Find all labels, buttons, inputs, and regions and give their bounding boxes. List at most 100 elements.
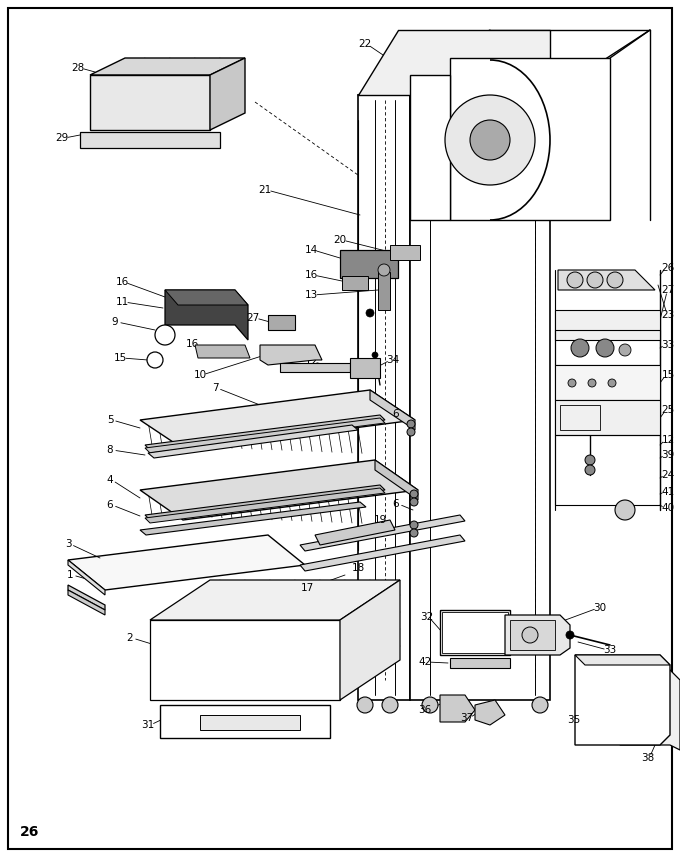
Polygon shape — [315, 520, 395, 545]
Circle shape — [410, 521, 418, 529]
Text: 33: 33 — [662, 340, 675, 350]
Text: 16: 16 — [116, 277, 129, 287]
Polygon shape — [268, 315, 295, 330]
Polygon shape — [450, 658, 510, 668]
Polygon shape — [358, 30, 550, 95]
Text: 18: 18 — [352, 563, 364, 573]
Text: 10: 10 — [193, 370, 207, 380]
Text: 27: 27 — [246, 313, 260, 323]
Circle shape — [378, 264, 390, 276]
Circle shape — [571, 339, 589, 357]
Polygon shape — [475, 700, 505, 725]
Text: 27: 27 — [662, 285, 675, 295]
Polygon shape — [558, 270, 655, 290]
Text: 4: 4 — [107, 475, 114, 485]
Text: 30: 30 — [594, 603, 607, 613]
Text: 6: 6 — [392, 499, 399, 509]
Polygon shape — [150, 620, 340, 700]
Polygon shape — [90, 58, 245, 75]
Text: 6: 6 — [107, 500, 114, 510]
Text: 1: 1 — [67, 570, 73, 580]
Circle shape — [607, 272, 623, 288]
Polygon shape — [620, 670, 680, 750]
Bar — [200, 715, 300, 730]
Polygon shape — [68, 585, 105, 610]
Polygon shape — [145, 485, 385, 520]
Text: 12: 12 — [662, 435, 675, 445]
Polygon shape — [140, 390, 415, 450]
Text: 15: 15 — [114, 353, 126, 363]
Polygon shape — [575, 655, 670, 745]
Text: 7: 7 — [211, 383, 218, 393]
Circle shape — [382, 697, 398, 713]
Polygon shape — [165, 290, 248, 305]
Polygon shape — [358, 95, 410, 700]
Polygon shape — [510, 620, 555, 650]
Circle shape — [585, 465, 595, 475]
Polygon shape — [68, 590, 105, 615]
Polygon shape — [410, 75, 450, 220]
Polygon shape — [410, 95, 550, 700]
Circle shape — [410, 498, 418, 506]
Circle shape — [566, 631, 574, 639]
Polygon shape — [195, 345, 250, 358]
Polygon shape — [575, 655, 670, 665]
Circle shape — [357, 697, 373, 713]
Circle shape — [585, 455, 595, 465]
Polygon shape — [280, 363, 350, 372]
Text: 3: 3 — [65, 539, 71, 549]
Text: 25: 25 — [662, 405, 675, 415]
Circle shape — [522, 627, 538, 643]
Polygon shape — [555, 310, 660, 340]
Polygon shape — [450, 58, 610, 220]
Text: 42: 42 — [418, 657, 432, 667]
Text: 41: 41 — [662, 487, 675, 497]
Polygon shape — [145, 418, 385, 453]
Polygon shape — [555, 365, 660, 400]
Circle shape — [470, 120, 510, 160]
Circle shape — [615, 500, 635, 520]
Circle shape — [445, 95, 535, 185]
Polygon shape — [90, 75, 210, 130]
Polygon shape — [210, 58, 245, 130]
Polygon shape — [68, 560, 105, 595]
Text: 20: 20 — [333, 235, 347, 245]
Polygon shape — [340, 580, 400, 700]
Polygon shape — [342, 276, 368, 290]
Text: 32: 32 — [420, 612, 434, 622]
Text: 6: 6 — [392, 409, 399, 419]
Polygon shape — [165, 290, 248, 340]
Text: 38: 38 — [641, 753, 655, 763]
Polygon shape — [68, 535, 305, 590]
Text: 26: 26 — [662, 263, 675, 273]
Polygon shape — [350, 358, 380, 378]
Text: 21: 21 — [258, 185, 271, 195]
Polygon shape — [300, 535, 465, 571]
Circle shape — [366, 309, 374, 317]
Circle shape — [372, 352, 378, 358]
Polygon shape — [80, 132, 220, 148]
Circle shape — [532, 697, 548, 713]
Text: 15: 15 — [662, 370, 675, 380]
Text: 28: 28 — [71, 63, 84, 73]
Text: 5: 5 — [107, 415, 114, 425]
Text: 14: 14 — [305, 245, 318, 255]
Polygon shape — [370, 390, 415, 430]
Text: 8: 8 — [107, 445, 114, 455]
Polygon shape — [145, 488, 385, 523]
Polygon shape — [440, 695, 475, 722]
Polygon shape — [505, 615, 570, 655]
Text: 16: 16 — [305, 270, 318, 280]
Circle shape — [407, 428, 415, 436]
Polygon shape — [555, 400, 660, 435]
Polygon shape — [375, 460, 418, 500]
Text: 22: 22 — [358, 39, 372, 49]
Text: 39: 39 — [662, 450, 675, 460]
Text: 26: 26 — [20, 825, 39, 839]
Polygon shape — [160, 705, 330, 738]
Text: 16: 16 — [186, 339, 199, 349]
Polygon shape — [140, 460, 418, 520]
Polygon shape — [148, 425, 358, 458]
Circle shape — [410, 490, 418, 498]
Text: 33: 33 — [603, 645, 617, 655]
